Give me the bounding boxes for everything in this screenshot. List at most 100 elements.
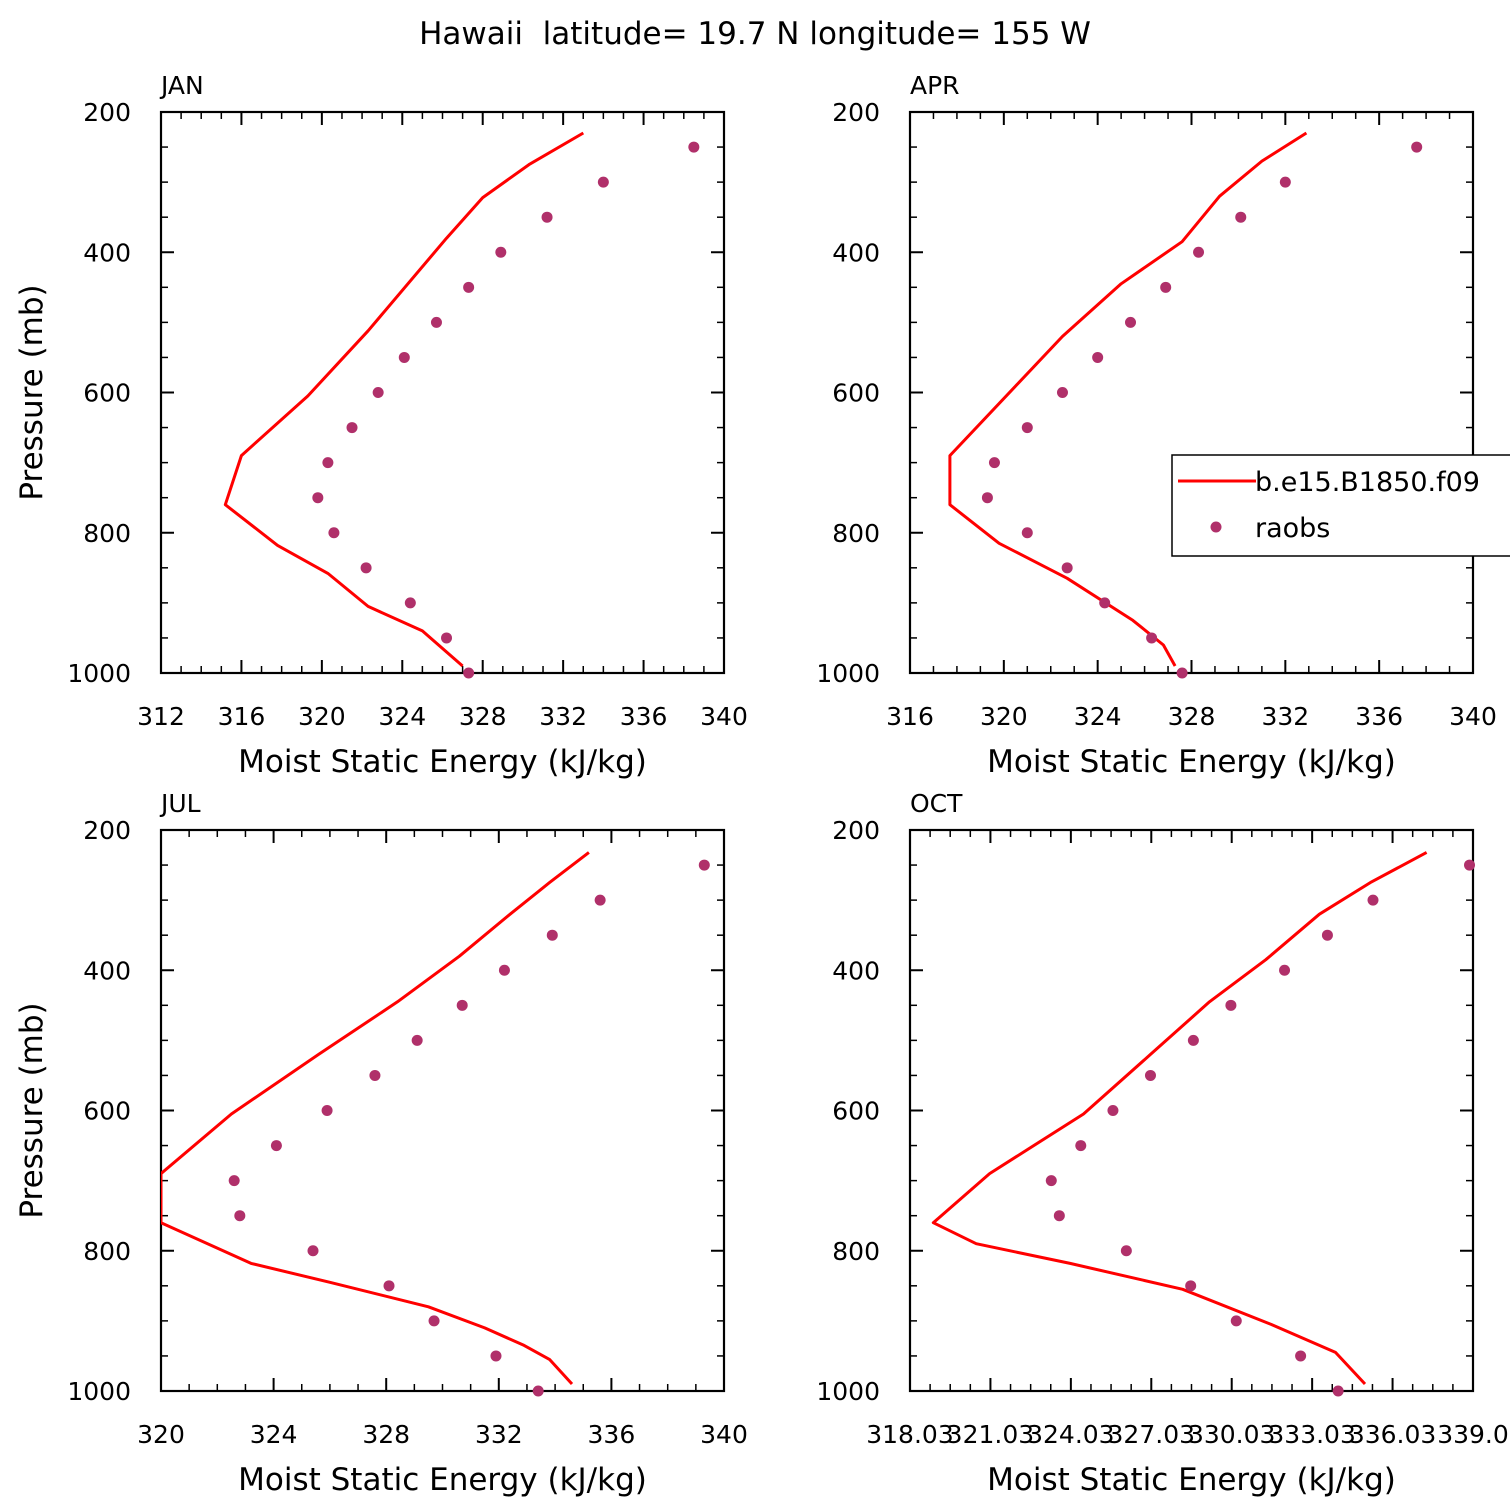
raobs-point — [1225, 999, 1237, 1011]
y-tick-label: 1000 — [67, 1377, 131, 1406]
raobs-point — [1075, 1140, 1087, 1152]
legend-obs-label: raobs — [1255, 513, 1330, 544]
panel-oct: 318.03321.03324.03327.03330.03333.03336.… — [816, 789, 1508, 1498]
raobs-point — [1411, 141, 1423, 153]
x-tick-label: 340 — [700, 702, 748, 731]
raobs-point — [1193, 246, 1205, 258]
raobs-point — [321, 1105, 333, 1116]
raobs-point — [1332, 1385, 1344, 1397]
x-tick-label: 330.03 — [1188, 1420, 1275, 1449]
y-tick-label: 600 — [832, 1097, 880, 1126]
raobs-point — [1464, 859, 1476, 871]
model-line — [161, 851, 590, 1386]
x-axis-label: Moist Static Energy (kJ/kg) — [987, 744, 1396, 780]
raobs-point — [1187, 1034, 1199, 1046]
raobs-point — [1279, 176, 1291, 188]
model-line — [948, 131, 1308, 667]
x-tick-label: 316 — [218, 702, 266, 731]
y-tick-label: 1000 — [67, 659, 131, 688]
x-tick-label: 328 — [1168, 702, 1216, 731]
x-axis-label: Moist Static Energy (kJ/kg) — [987, 1462, 1396, 1498]
x-tick-label: 321.03 — [947, 1420, 1034, 1449]
y-tick-label: 200 — [832, 816, 880, 845]
y-tick-label: 600 — [83, 379, 131, 408]
raobs-point — [495, 246, 507, 258]
raobs-point — [1295, 1350, 1307, 1362]
raobs-point — [463, 667, 475, 679]
raobs-point — [228, 1175, 240, 1187]
y-tick-label: 200 — [83, 98, 131, 127]
y-tick-label: 800 — [832, 519, 880, 548]
plot-frame — [159, 110, 726, 675]
raobs-point — [1235, 211, 1247, 223]
raobs-point — [1321, 929, 1333, 941]
raobs-point — [270, 1140, 282, 1152]
x-axis-label: Moist Static Energy (kJ/kg) — [238, 1462, 647, 1498]
raobs-point — [360, 562, 372, 574]
legend-box — [1171, 454, 1510, 557]
raobs-point — [1107, 1105, 1119, 1116]
raobs-point — [546, 929, 558, 941]
panel-title: JUL — [159, 789, 201, 818]
raobs-point — [1120, 1245, 1132, 1257]
y-tick-label: 200 — [83, 816, 131, 845]
raobs-point — [411, 1034, 423, 1046]
raobs-point — [1144, 1069, 1156, 1081]
x-tick-label: 316 — [886, 702, 934, 731]
raobs-point — [498, 964, 510, 976]
y-tick-label: 800 — [832, 1237, 880, 1266]
legend-obs-swatch — [1210, 521, 1222, 533]
raobs-point — [1021, 527, 1033, 539]
raobs-point — [688, 141, 700, 153]
x-tick-label: 320 — [980, 702, 1028, 731]
legend: b.e15.B1850.f09 raobs — [1171, 454, 1510, 557]
raobs-point — [1056, 387, 1068, 398]
raobs-point — [1045, 1175, 1057, 1187]
x-tick-label: 340 — [700, 1420, 748, 1449]
y-tick-label: 600 — [832, 379, 880, 408]
raobs-point — [541, 211, 553, 223]
panels: 312 316 320 324 328 332 336 340 200 400 600 800 1000… — [14, 71, 1509, 1498]
x-tick-label: 320 — [137, 1420, 185, 1449]
x-tick-label: 320 — [298, 702, 346, 731]
raobs-point — [463, 281, 475, 293]
raobs-point — [328, 527, 340, 539]
raobs-point — [1061, 562, 1073, 574]
raobs-point — [346, 422, 358, 434]
x-tick-label: 336 — [620, 702, 668, 731]
panel-jul: 320 324 328 332 336 340 200 400 600 800 1000 JUL Moi… — [14, 789, 748, 1498]
y-tick-label: 600 — [83, 1097, 131, 1126]
x-tick-label: 324 — [378, 702, 426, 731]
raobs-point — [1185, 1280, 1197, 1292]
plot-frame — [908, 110, 1475, 675]
x-tick-label: 324 — [1074, 702, 1122, 731]
y-tick-label: 800 — [83, 1237, 131, 1266]
y-tick-label: 400 — [83, 956, 131, 985]
raobs-point — [398, 351, 410, 363]
y-axis-label: Pressure (mb) — [14, 284, 50, 500]
x-tick-label: 333.03 — [1268, 1420, 1355, 1449]
raobs-point — [312, 492, 324, 504]
x-tick-label: 328 — [459, 702, 507, 731]
raobs-point — [988, 457, 1000, 469]
y-tick-label: 1000 — [816, 1377, 880, 1406]
panel-apr: 316 320 324 328 332 336 340 200 400 600 800 1000 APR… — [816, 71, 1496, 780]
raobs-point — [441, 632, 453, 644]
raobs-point — [981, 492, 993, 504]
x-tick-label: 318.03 — [866, 1420, 953, 1449]
x-tick-label: 332 — [475, 1420, 523, 1449]
y-tick-label: 1000 — [816, 659, 880, 688]
model-line — [931, 851, 1428, 1386]
raobs-point — [383, 1280, 395, 1292]
raobs-point — [369, 1069, 381, 1081]
raobs-point — [372, 387, 384, 398]
x-axis-label: Moist Static Energy (kJ/kg) — [238, 744, 647, 780]
panel-title: JAN — [159, 71, 204, 100]
raobs-point — [1367, 894, 1379, 906]
raobs-point — [404, 597, 416, 609]
x-tick-label: 336 — [588, 1420, 636, 1449]
raobs-point — [1092, 351, 1104, 363]
raobs-point — [456, 999, 468, 1011]
x-tick-label: 332 — [539, 702, 587, 731]
raobs-point — [1160, 281, 1172, 293]
